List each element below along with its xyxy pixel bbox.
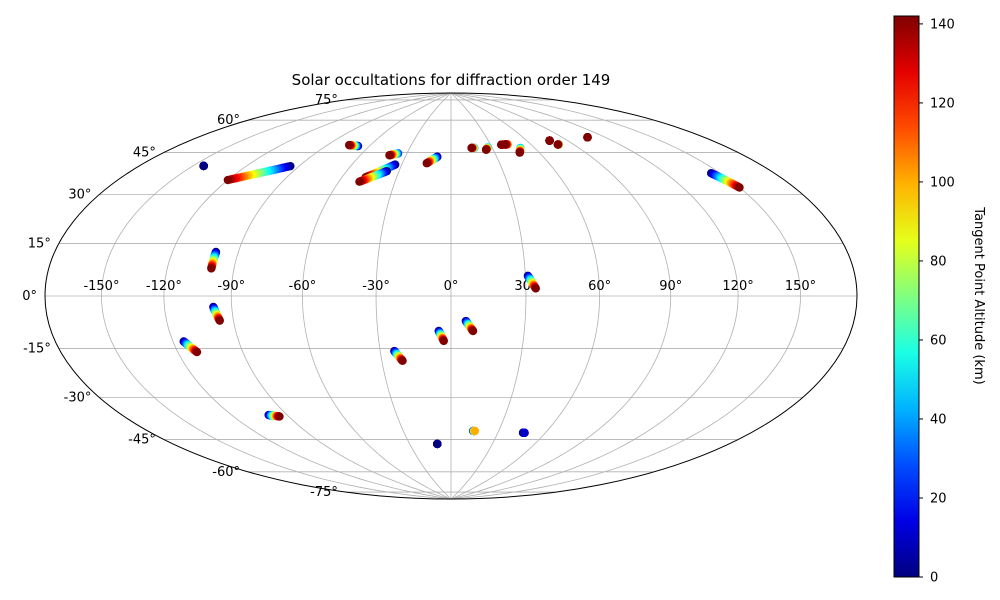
occultation-point — [355, 177, 364, 186]
occultation-point — [385, 151, 394, 160]
lon-grid-line — [163, 93, 452, 499]
longitude-tick-labels: -150° -120° -90° -60° -30° 0° 30° 60° 90° 120° 150… — [83, 279, 816, 294]
lon-tick-label: -150° — [83, 279, 119, 294]
occultation-point — [398, 356, 407, 366]
lat-tick-label: 0° — [22, 289, 37, 304]
latitude-tick-labels: -75° -60° -45° -30° -15° 0° 15° 30° 45° 60° 75° — [22, 93, 338, 500]
occultation-point — [433, 439, 442, 449]
lat-tick-label: -15° — [23, 342, 51, 357]
occultation-point — [467, 143, 476, 153]
occultation-point — [215, 316, 224, 325]
lon-tick-label: -30° — [362, 279, 390, 294]
lon-tick-label: -90° — [217, 279, 245, 294]
lon-grid-line — [450, 93, 601, 499]
lon-grid-line — [450, 93, 739, 499]
lon-grid-line — [101, 93, 452, 499]
occultation-point — [344, 140, 354, 150]
lon-grid-line — [375, 93, 452, 499]
occultation-point — [583, 133, 592, 142]
colorbar: 0 20 40 60 80 100 120 140 Tangent Point Altitud… — [893, 15, 986, 586]
lon-grid-line — [450, 93, 801, 499]
map-boundary — [44, 92, 858, 500]
colorbar-label: Tangent Point Altitude (km) — [971, 206, 986, 384]
lon-grid-line — [230, 93, 452, 499]
occultation-point — [422, 159, 431, 168]
occultation-point — [439, 336, 448, 346]
colorbar-tick-label: 0 — [930, 571, 938, 586]
occultation-point — [481, 145, 491, 154]
occultation-point — [207, 264, 216, 273]
lon-tick-label: 120° — [722, 279, 753, 294]
lat-tick-label: 45° — [133, 145, 156, 160]
lon-tick-label: -120° — [146, 279, 182, 294]
occultation-point — [500, 140, 510, 149]
occultation-point — [199, 161, 208, 171]
lat-tick-label: 30° — [68, 188, 91, 203]
lon-grid-line — [301, 93, 452, 499]
lat-tick-label: -60° — [212, 465, 240, 480]
colorbar-tick-label: 20 — [930, 491, 947, 506]
colorbar-tick-label: 80 — [930, 254, 947, 269]
lat-tick-label: 15° — [28, 236, 51, 251]
occultation-point — [545, 136, 554, 145]
colorbar-bar — [893, 15, 920, 578]
colorbar-tick-label: 120 — [930, 96, 955, 111]
lat-tick-label: -30° — [64, 391, 92, 406]
occultation-point — [520, 428, 529, 438]
occultation-point — [531, 284, 540, 293]
colorbar-tick-label: 100 — [930, 175, 955, 190]
occultation-point — [275, 412, 284, 421]
occultation-point — [468, 326, 478, 336]
occultation-point — [223, 175, 233, 185]
lon-tick-label: 90° — [659, 279, 682, 294]
lon-tick-label: 60° — [588, 279, 611, 294]
lon-tick-label: 0° — [444, 279, 459, 294]
lon-grid-line — [450, 93, 527, 499]
grid-lines — [45, 93, 857, 499]
lat-tick-label: 75° — [315, 93, 338, 108]
occultation-point — [553, 140, 563, 149]
lon-tick-label: -60° — [289, 279, 317, 294]
occultation-point — [735, 183, 744, 192]
lon-tick-label: 150° — [785, 279, 816, 294]
occultation-point — [515, 148, 524, 157]
occultation-point — [192, 347, 202, 357]
lat-tick-label: -75° — [310, 485, 338, 500]
colorbar-tick-label: 60 — [930, 333, 947, 348]
colorbar-tick-label: 40 — [930, 412, 947, 427]
lon-grid-line — [450, 93, 672, 499]
chart-title: Solar occultations for diffraction order… — [292, 71, 611, 89]
colorbar-ticks: 0 20 40 60 80 100 120 140 — [919, 17, 955, 586]
lat-tick-label: 60° — [217, 113, 240, 128]
lat-tick-label: -45° — [128, 433, 156, 448]
occultation-points — [179, 133, 744, 449]
colorbar-tick-label: 140 — [930, 17, 955, 32]
occultation-point — [470, 426, 479, 436]
